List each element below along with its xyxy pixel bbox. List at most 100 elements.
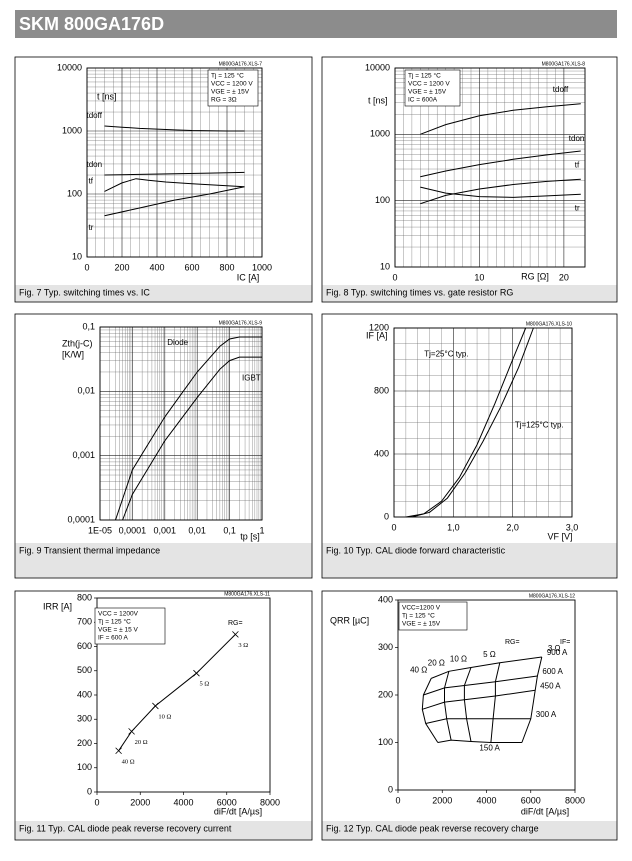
caption-bar [15, 543, 312, 578]
plot-frame [394, 67, 586, 268]
series-label: Diode [167, 338, 188, 347]
series-label: 3 Ω [548, 644, 561, 653]
plot-frame [393, 327, 573, 518]
legend-text: IF = 600 A [98, 635, 128, 642]
curve [118, 634, 236, 752]
y-tick-label: 1000 [370, 129, 390, 139]
x-tick-label: 400 [149, 262, 164, 272]
y-tick-label: 10 [72, 251, 82, 261]
legend-text: VGE = ± 15 V [98, 627, 139, 634]
x-tick-label: 20 [559, 272, 569, 282]
series-label: 600 A [542, 667, 563, 676]
y-tick-label: 300 [378, 642, 393, 652]
data-point [115, 747, 122, 755]
series-label: Tj=125°C typ. [515, 421, 564, 430]
annotation: RG= [228, 620, 243, 627]
point-label: 3 Ω [238, 642, 248, 649]
annotation: IF= [560, 639, 570, 646]
series-label: tf [89, 177, 94, 186]
curve [104, 171, 245, 176]
caption: Fig. 12 Typ. CAL diode peak reverse reco… [326, 823, 539, 833]
y-axis-label: IF [A] [366, 330, 388, 340]
legend-box [398, 601, 468, 631]
x-tick-label: 8000 [260, 797, 280, 807]
y-tick-label: 0,001 [72, 450, 95, 460]
source-code: M800GA176.XLS-7 [219, 61, 263, 67]
x-tick-label: 1 [259, 525, 264, 535]
curve [411, 327, 534, 518]
source-code: M800GA176.XLS-10 [526, 321, 572, 327]
x-tick-label: 0,01 [188, 525, 206, 535]
x-tick-label: 200 [114, 262, 129, 272]
point-label: 5 Ω [199, 681, 209, 688]
series-label: IGBT [242, 373, 261, 382]
y-axis-label: IRR [A] [43, 601, 72, 611]
chart-panel: Fig. 7 Typ. switching times vs. IC M800GA… [14, 56, 313, 303]
y-tick-label: 500 [77, 665, 92, 675]
legend-text: VCC = 1200 V [211, 81, 253, 88]
legend-text: Tj = 125 °C [211, 72, 244, 80]
panel-border [321, 590, 618, 841]
caption: Fig. 9 Transient thermal impedance [19, 545, 160, 555]
y-tick-label: 0,01 [77, 386, 95, 396]
legend-text: Tj = 125 °C [408, 72, 441, 80]
curve [422, 689, 536, 710]
curve [122, 356, 262, 521]
x-axis-label: IC [A] [237, 272, 260, 282]
panel-border [321, 56, 618, 303]
legend-text: RG = 3Ω [211, 97, 237, 104]
y-tick-label: 0 [87, 786, 92, 796]
series-label: 20 Ω [428, 658, 445, 667]
panel-border [321, 313, 618, 579]
chart-panel: Fig. 11 Typ. CAL diode peak reverse reco… [14, 590, 313, 841]
series-label: tf [575, 160, 580, 169]
y-tick-label: 100 [378, 737, 393, 747]
series-label: 5 Ω [483, 650, 496, 659]
page-title: SKM 800GA176D [19, 14, 164, 34]
data-point [152, 702, 159, 710]
series-label: tr [575, 203, 580, 212]
curve [437, 739, 522, 743]
y-tick-label: 400 [378, 594, 393, 604]
x-tick-label: 6000 [521, 795, 541, 805]
x-tick-label: 0 [84, 262, 89, 272]
y-tick-label: 400 [374, 448, 389, 458]
curve [425, 718, 531, 724]
y-tick-label: 0 [384, 511, 389, 521]
chart-panel: Fig. 10 Typ. CAL diode forward character… [321, 313, 618, 579]
x-tick-label: 0 [391, 522, 396, 532]
y-tick-label: 10000 [57, 62, 82, 72]
y-tick-label: 0,1 [82, 321, 95, 331]
x-tick-label: 4000 [476, 795, 496, 805]
x-tick-label: 4000 [173, 797, 193, 807]
curve [104, 186, 245, 217]
y-tick-label: 100 [77, 762, 92, 772]
x-tick-label: 800 [219, 262, 234, 272]
x-tick-label: 3,0 [566, 522, 579, 532]
y-tick-label: 0,0001 [67, 514, 95, 524]
y-tick-label: 200 [378, 689, 393, 699]
caption: Fig. 7 Typ. switching times vs. IC [19, 287, 150, 297]
caption-bar [322, 821, 617, 840]
series-label: 300 A [536, 710, 557, 719]
data-point [128, 728, 135, 735]
legend-box [207, 69, 259, 107]
point-label: 20 Ω [135, 739, 148, 746]
legend-text: VGE = ± 15V [211, 89, 250, 96]
series-label: tdoff [87, 111, 103, 120]
chart-panel: Fig. 8 Typ. switching times vs. gate res… [321, 56, 618, 303]
data-point [232, 631, 239, 638]
curve [420, 178, 581, 205]
curve [444, 671, 452, 741]
series-label: tdon [569, 134, 585, 143]
y-tick-label: 1200 [369, 322, 389, 332]
plot-frame [397, 599, 576, 791]
x-tick-label: 6000 [217, 797, 237, 807]
x-tick-label: 2000 [130, 797, 150, 807]
legend-text: VGE = ± 15V [408, 89, 447, 96]
series-label: 10 Ω [450, 655, 467, 664]
x-tick-label: 8000 [565, 795, 585, 805]
y-axis-label: [K/W] [62, 349, 84, 359]
series-label: 150 A [479, 744, 500, 753]
curve [405, 327, 527, 518]
